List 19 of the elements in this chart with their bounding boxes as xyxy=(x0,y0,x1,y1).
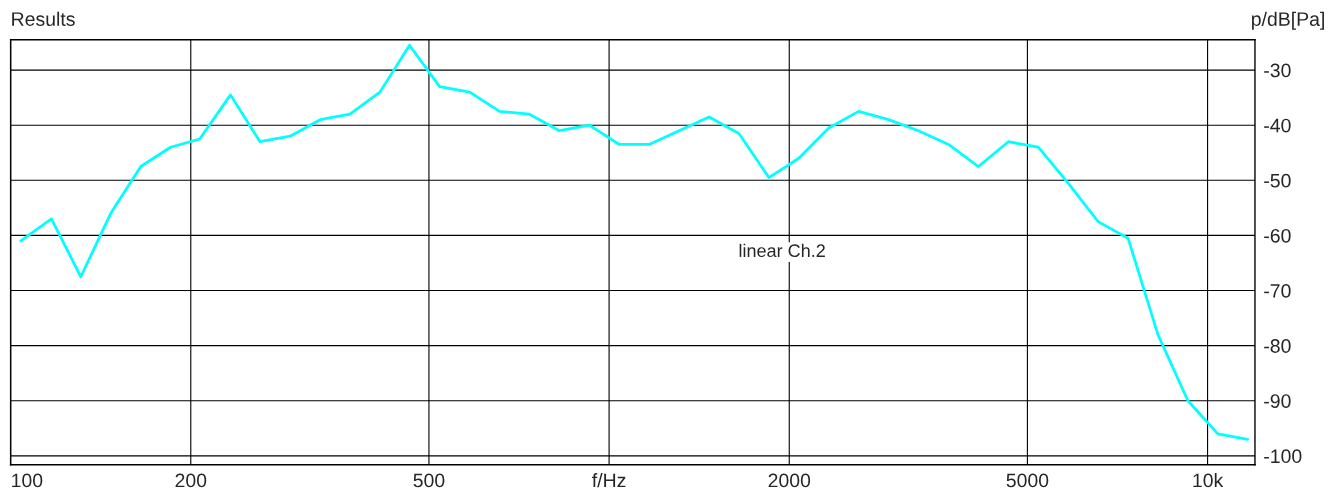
x-tick-label: f/Hz xyxy=(592,473,626,488)
x-tick-label: 5000 xyxy=(1006,473,1049,488)
y-tick-label: -30 xyxy=(1264,63,1291,78)
y-tick-label: -100 xyxy=(1264,449,1302,464)
y-tick-label: -80 xyxy=(1264,339,1291,353)
x-tick-label: 100 xyxy=(12,473,43,488)
y-tick-label: -40 xyxy=(1264,118,1291,133)
y-tick-label: -50 xyxy=(1264,173,1291,188)
y-tick-label: -60 xyxy=(1264,228,1291,243)
line-series xyxy=(19,43,1250,441)
x-tick-label: 500 xyxy=(413,473,445,488)
text: linear Ch.2 xyxy=(739,243,825,258)
x-tick-label: 2000 xyxy=(768,473,811,488)
chart-title: Results xyxy=(12,11,75,26)
x-tick-label: 10k xyxy=(1193,473,1224,488)
x-tick-label: 200 xyxy=(175,473,207,488)
y-tick-label: -90 xyxy=(1264,394,1291,408)
y-tick-label: -70 xyxy=(1264,284,1291,298)
y-axis-title: p/dB[Pa] xyxy=(1252,11,1324,30)
